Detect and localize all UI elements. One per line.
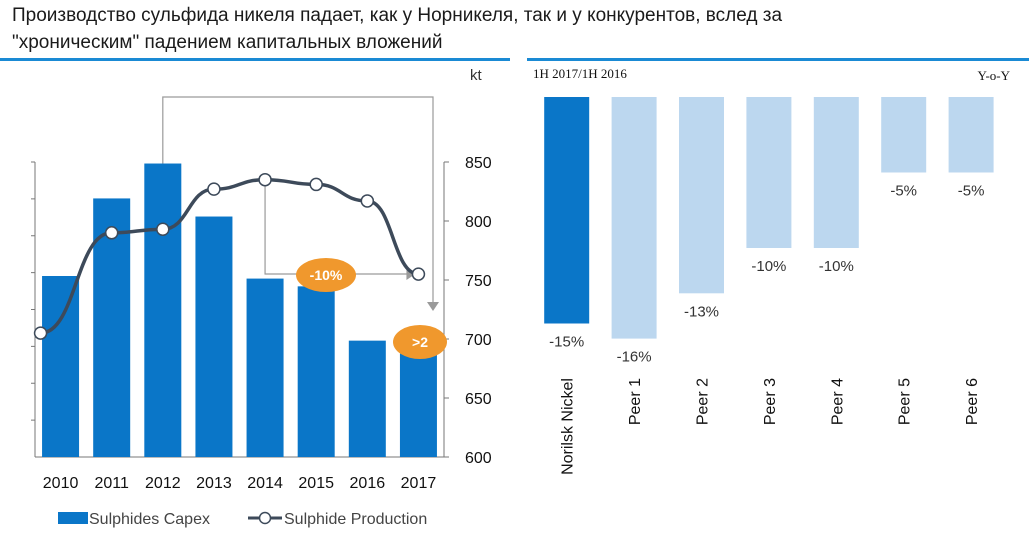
production-point-2016 bbox=[360, 194, 375, 208]
x-tick-2011: 2011 bbox=[94, 475, 129, 492]
yoy-bar-peer-6 bbox=[948, 97, 994, 173]
production-point-2017 bbox=[411, 267, 426, 281]
drop-multiple-badge: >2 bbox=[393, 325, 447, 359]
category-label: Peer 6 bbox=[964, 378, 981, 425]
production-point-2015 bbox=[309, 177, 323, 192]
yoy-value-label: -16% bbox=[617, 349, 652, 366]
y-tick-600: 600 bbox=[465, 450, 492, 467]
capex-bar-2010 bbox=[42, 276, 80, 457]
yoy-bar-peer-3 bbox=[746, 97, 792, 248]
x-tick-2012: 2012 bbox=[145, 475, 181, 492]
yoy-value-label: -10% bbox=[751, 258, 786, 275]
title-line-1: Производство сульфида никеля падает, как… bbox=[12, 5, 783, 26]
y-tick-800: 800 bbox=[465, 214, 492, 231]
production-drop-bracket bbox=[264, 179, 409, 275]
x-tick-2013: 2013 bbox=[196, 475, 232, 492]
capex-bar-2016 bbox=[348, 340, 386, 457]
drop-multiple-text: >2 bbox=[412, 334, 428, 350]
yoy-peers-chart: 1H 2017/1H 2016 Y-o-Y -15% -16% -13% -10% -1… bbox=[533, 66, 1011, 475]
x-tick-2016: 2016 bbox=[350, 475, 386, 492]
category-label: Peer 4 bbox=[829, 378, 846, 425]
legend-production-marker bbox=[258, 511, 272, 525]
production-point-2014 bbox=[258, 172, 272, 187]
y-tick-850: 850 bbox=[465, 155, 492, 172]
legend-capex-swatch bbox=[58, 512, 88, 524]
x-tick-2015: 2015 bbox=[298, 475, 334, 492]
capex-bar-2012 bbox=[144, 163, 182, 457]
x-tick-2014: 2014 bbox=[247, 475, 283, 492]
right-accent-line bbox=[527, 58, 1029, 61]
category-label: Peer 2 bbox=[695, 378, 712, 425]
yoy-value-label: -15% bbox=[549, 334, 584, 351]
yoy-value-label: -5% bbox=[958, 183, 985, 200]
category-label: Peer 5 bbox=[897, 378, 914, 425]
category-label: Peer 1 bbox=[627, 378, 644, 425]
production-point-2012 bbox=[156, 222, 170, 237]
production-point-2013 bbox=[207, 182, 221, 196]
y-tick-650: 650 bbox=[465, 391, 492, 408]
y-tick-750: 750 bbox=[465, 273, 492, 290]
yoy-value-label: -13% bbox=[684, 303, 719, 320]
yoy-bar-peer-2 bbox=[679, 97, 724, 294]
left-accent-line bbox=[0, 58, 510, 61]
capex-drop-arrowhead bbox=[427, 302, 439, 311]
production-point-2010 bbox=[33, 326, 48, 340]
x-tick-2017: 2017 bbox=[401, 475, 437, 492]
x-tick-2010: 2010 bbox=[43, 475, 79, 492]
yoy-bar-peer-4 bbox=[813, 97, 859, 248]
capex-production-chart: 2010 2011 2012 2013 2014 2015 2016 2017 850 800 7… bbox=[31, 67, 492, 528]
category-label: Norilsk Nickel bbox=[560, 378, 577, 475]
legend: Sulphides Capex Sulphide Production bbox=[58, 511, 427, 528]
unit-label: kt bbox=[470, 67, 483, 84]
yoy-value-label: -10% bbox=[819, 258, 854, 275]
category-label: Peer 3 bbox=[762, 378, 779, 425]
drop-pct-badge: -10% bbox=[296, 258, 356, 292]
legend-capex-label: Sulphides Capex bbox=[89, 511, 210, 528]
y-tick-700: 700 bbox=[465, 332, 492, 349]
capex-bar-2015 bbox=[297, 286, 335, 457]
yoy-label: Y-o-Y bbox=[978, 68, 1011, 83]
page-title: Производство сульфида никеля падает, как… bbox=[12, 2, 1022, 56]
yoy-value-label: -5% bbox=[890, 183, 917, 200]
legend-production-label: Sulphide Production bbox=[284, 511, 427, 528]
drop-pct-text: -10% bbox=[310, 267, 343, 283]
yoy-bar-peer-1 bbox=[611, 97, 657, 339]
capex-bar-2013 bbox=[195, 216, 233, 457]
capex-bar-2017 bbox=[399, 353, 437, 457]
capex-drop-bracket bbox=[162, 96, 434, 302]
yoy-bar-peer-5 bbox=[881, 97, 927, 173]
production-point-2011 bbox=[104, 226, 119, 240]
yoy-bar-norilsk-nickel bbox=[544, 97, 590, 324]
title-line-2: "хроническим" падением капитальных вложе… bbox=[12, 32, 443, 53]
capex-bar-2014 bbox=[246, 278, 284, 457]
capex-bar-2011 bbox=[93, 198, 131, 457]
period-label: 1H 2017/1H 2016 bbox=[533, 66, 627, 81]
